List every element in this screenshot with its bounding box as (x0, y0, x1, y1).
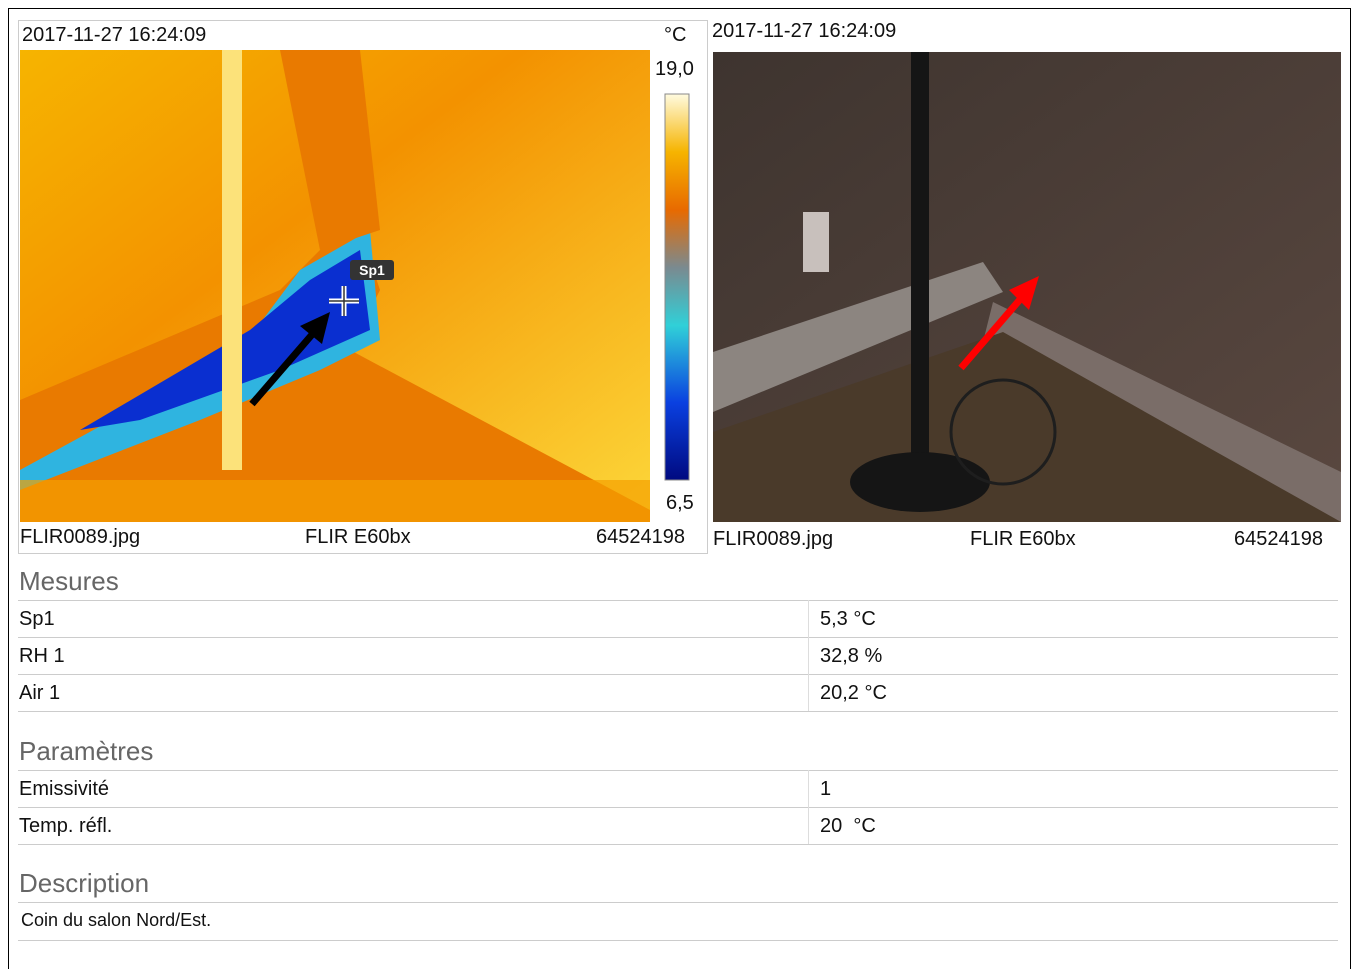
column-divider (808, 637, 809, 674)
column-divider (808, 807, 809, 844)
column-divider (808, 600, 809, 637)
row-value: 5,3 °C (820, 608, 876, 631)
row-value: 20,2 °C (820, 682, 887, 705)
row-value: 32,8 % (820, 645, 882, 668)
thermal-unit: °C (664, 24, 686, 47)
row-value: 1 (820, 778, 831, 801)
spot-label: Sp1 (359, 262, 385, 278)
column-divider (808, 674, 809, 711)
page: 2017-11-27 16:24:09 °C 19,0 6,5 Sp1 FLIR… (0, 0, 1353, 951)
photo-timestamp: 2017-11-27 16:24:09 (712, 20, 896, 43)
divider (18, 600, 1338, 601)
photo-image (713, 52, 1341, 522)
divider (18, 674, 1338, 675)
row-label: Temp. réfl. (19, 815, 112, 838)
divider (18, 711, 1338, 712)
thermal-filename: FLIR0089.jpg (20, 526, 140, 549)
photo-serial: 64524198 (1234, 528, 1323, 551)
description-text: Coin du salon Nord/Est. (21, 910, 211, 931)
scale-max: 19,0 (655, 58, 694, 81)
color-scale (664, 93, 690, 481)
divider (18, 770, 1338, 771)
row-label: RH 1 (19, 645, 65, 668)
column-divider (808, 770, 809, 807)
thermal-camera: FLIR E60bx (305, 526, 411, 549)
row-value: 20 °C (820, 815, 876, 838)
scale-min: 6,5 (666, 492, 694, 515)
thermal-timestamp: 2017-11-27 16:24:09 (22, 24, 206, 47)
row-label: Emissivité (19, 778, 109, 801)
section-title: Paramètres (19, 736, 153, 767)
thermal-serial: 64524198 (596, 526, 685, 549)
divider (18, 637, 1338, 638)
divider (18, 844, 1338, 845)
section-title: Description (19, 868, 149, 899)
photo-camera: FLIR E60bx (970, 528, 1076, 551)
thermal-image: Sp1 (20, 50, 650, 522)
row-label: Air 1 (19, 682, 60, 705)
section-title: Mesures (19, 566, 119, 597)
divider (18, 902, 1338, 903)
photo-filename: FLIR0089.jpg (713, 528, 833, 551)
divider (18, 940, 1338, 941)
row-label: Sp1 (19, 608, 55, 631)
divider (18, 807, 1338, 808)
